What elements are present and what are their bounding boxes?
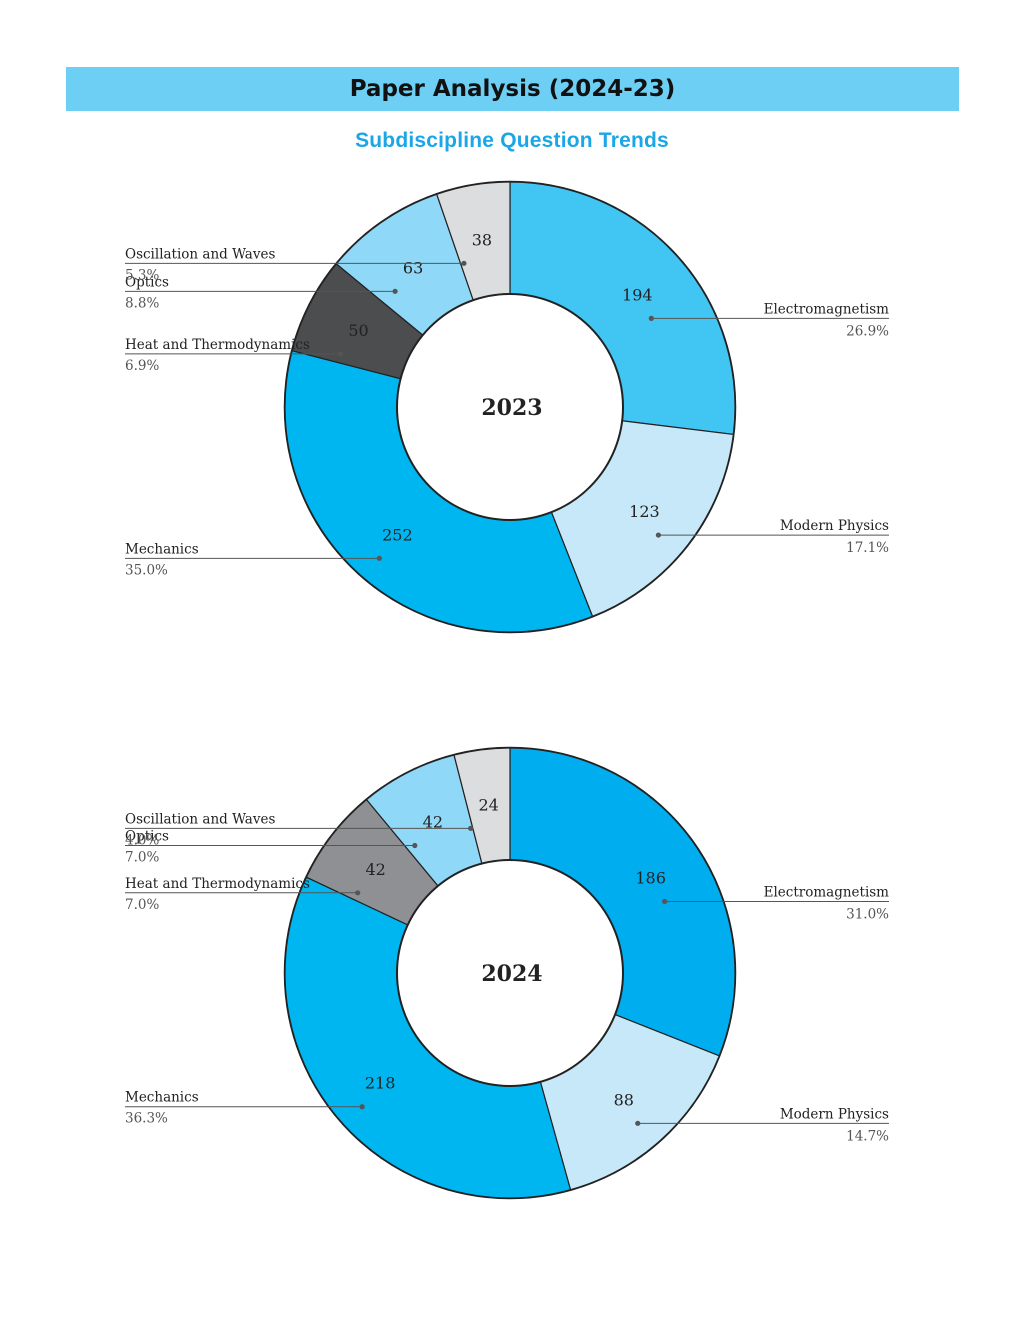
slice-percent-label: 5.3% (125, 267, 159, 283)
slice-value-label: 42 (423, 813, 443, 832)
donut-hole (396, 293, 624, 521)
slice-value-label: 38 (472, 230, 492, 249)
slice-value-label: 252 (382, 525, 413, 544)
slice-value-label: 186 (635, 868, 666, 887)
donut-center-year: 2023 (481, 395, 542, 421)
slice-percent-label: 14.7% (846, 1128, 889, 1144)
slice-percent-label: 36.3% (125, 1111, 168, 1127)
slice-name-label: Heat and Thermodynamics (125, 876, 310, 892)
leader-dot (461, 260, 467, 266)
leader-dot (355, 890, 361, 896)
slice-name-label: Electromagnetism (764, 301, 890, 317)
slice-name-label: Optics (125, 829, 169, 845)
leader-dot (376, 555, 382, 561)
header-bar: Paper Analysis (2024-23) (66, 67, 959, 111)
slice-percent-label: 6.9% (125, 358, 159, 374)
slice-name-label: Oscillation and Waves (125, 246, 275, 262)
slice-value-label: 50 (348, 321, 368, 340)
leader-dot (412, 842, 418, 849)
page-title: Paper Analysis (2024-23) (349, 76, 676, 102)
leader-dot (359, 1104, 365, 1110)
chart-section-subtitle: Subdiscipline Question Trends (355, 129, 669, 152)
slice-percent-label: 26.9% (846, 323, 889, 339)
slice-percent-label: 35.0% (125, 562, 168, 578)
slice-percent-label: 31.0% (846, 906, 889, 922)
slice-percent-label: 7.0% (125, 850, 159, 866)
slice-name-label: Optics (125, 274, 169, 290)
leader-dot (468, 825, 474, 831)
slice-name-label: Modern Physics (780, 518, 889, 534)
leader-dot (337, 351, 344, 357)
slice-value-label: 194 (622, 285, 653, 304)
leader-dot (392, 288, 398, 294)
slice-value-label: 63 (403, 258, 423, 277)
slice-name-label: Oscillation and Waves (125, 811, 275, 827)
slice-percent-label: 4.0% (125, 832, 159, 848)
leader-dot (655, 532, 662, 538)
slice-value-label: 88 (614, 1090, 634, 1109)
leader-dot (635, 1120, 641, 1126)
slice-name-label: Modern Physics (780, 1106, 889, 1122)
slice-name-label: Electromagnetism (764, 884, 890, 900)
slice-percent-label: 8.8% (125, 295, 159, 311)
slice-name-label: Heat and Thermodynamics (125, 337, 310, 353)
slice-percent-label: 7.0% (125, 897, 159, 913)
slice-name-label: Mechanics (125, 541, 199, 557)
slice-value-label: 24 (479, 795, 499, 814)
slice-name-label: Mechanics (125, 1090, 199, 1106)
slice-percent-label: 17.1% (846, 540, 889, 556)
slice-value-label: 42 (365, 860, 385, 879)
slice-value-label: 218 (365, 1074, 396, 1093)
donut-hole (396, 859, 624, 1087)
donut-chart-2024: 186 Electromagnetism 31.0% 88 Modern Physics… (125, 746, 890, 1200)
donut-center-year: 2024 (481, 961, 542, 987)
leader-dot (648, 315, 654, 321)
leader-dot (662, 898, 668, 905)
donut-chart-2023: 194 Electromagnetism 26.9% 123 Modern Physic… (125, 180, 890, 634)
slice-value-label: 123 (629, 502, 660, 521)
